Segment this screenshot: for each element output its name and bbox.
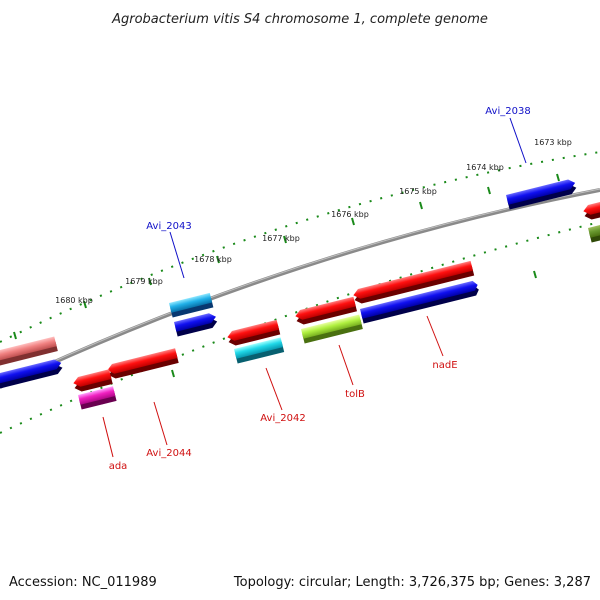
genome-summary-text: Topology: circular; Length: 3,726,375 bp… [233,575,591,590]
tick-label-1676: 1676 kbp [331,210,369,219]
gene-label-ada[interactable]: ada [109,461,128,472]
tick-label-1677: 1677 kbp [262,234,300,243]
gene-label-Avi_2038[interactable]: Avi_2038 [485,106,530,117]
gene-lime-tolB[interactable] [301,314,363,344]
gene-blue-upper-right[interactable] [506,178,578,210]
gene-red-tolB-upper[interactable] [294,296,357,326]
gene-blue-Avi2043-lower[interactable] [174,312,218,337]
tick-label-1678: 1678 kbp [194,255,232,264]
tick-label-1673: 1673 kbp [534,138,572,147]
gene-label-Avi_2042[interactable]: Avi_2042 [260,413,305,424]
tick-label-1674: 1674 kbp [466,163,504,172]
tick-label-1680: 1680 kbp [55,296,93,305]
gene-label-Avi_2044[interactable]: Avi_2044 [146,448,191,459]
gene-salmon-left[interactable] [0,336,58,366]
gene-red-edge-right[interactable] [582,201,600,221]
gene-pink-ada[interactable] [78,386,117,410]
tick-label-1679: 1679 kbp [125,277,163,286]
gene-cyan-Avi2042[interactable] [234,337,285,364]
gene-red-ada-upper[interactable] [72,369,113,393]
gene-label-tolB[interactable]: tolB [345,389,365,400]
gene-red-Avi2042-upper[interactable] [226,319,281,347]
accession-text: Accession: NC_011989 [9,575,157,590]
gene-sky-Avi2043[interactable] [169,292,214,318]
chromosome-backbone [0,188,600,389]
gene-label-Avi_2043[interactable]: Avi_2043 [146,221,191,232]
backbone-highlight [0,188,600,387]
gene-blue-nadE[interactable] [360,280,480,324]
tick-label-1675: 1675 kbp [399,187,437,196]
gene-label-nadE[interactable]: nadE [432,360,457,371]
gene-red-nadE-upper[interactable] [352,260,475,305]
gene-olive-edge-right[interactable] [588,224,600,243]
map-title: Agrobacterium vitis S4 chromosome 1, com… [111,12,488,27]
gene-blue-left[interactable] [0,358,64,389]
callout-lines [102,117,527,458]
gene-red-Avi2044[interactable] [106,348,179,380]
outer-major-ticks [13,173,560,340]
